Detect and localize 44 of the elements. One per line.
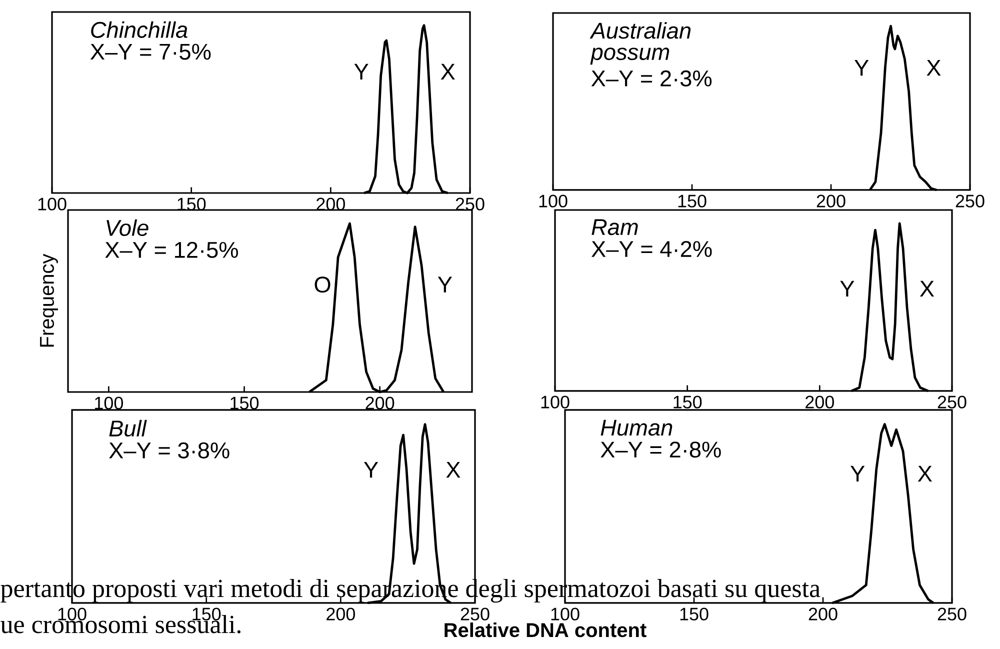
x-tick-label: 250 (938, 396, 966, 408)
annotation: Y (840, 280, 854, 297)
x-tick-label: 250 (460, 608, 490, 620)
text: X–Y = 7·5% (90, 44, 211, 60)
x-tick-label: 100 (541, 396, 570, 408)
annotation: O (314, 276, 330, 293)
chart-title: Vole (106, 219, 148, 236)
x-tick-label: 200 (366, 396, 394, 410)
x-tick-label: 200 (816, 194, 846, 208)
text: X–Y = 2·3% (591, 70, 712, 86)
annotation: Y (438, 276, 452, 292)
x-tick-label: 200 (326, 608, 355, 620)
text: X–Y = 4·2% (592, 240, 712, 257)
x-tick-label: 100 (551, 608, 580, 620)
x-tick-label: 200 (808, 608, 838, 620)
x-tick-label: 150 (680, 608, 708, 620)
text: X–Y = 2·8% (600, 442, 721, 458)
annotation: X (446, 462, 460, 478)
annotation: X (918, 466, 932, 482)
annotation: X (440, 64, 455, 80)
x-axis-title: Relative DNA content (444, 622, 646, 638)
annotation: X (920, 280, 934, 297)
x-tick-label: 150 (678, 194, 706, 208)
x-tick-label: 150 (230, 396, 259, 410)
x-tick-label: 100 (539, 194, 568, 208)
y-axis-title: Frequency (40, 254, 58, 347)
annotation: Y (850, 466, 865, 482)
chart-title: Human (600, 420, 672, 436)
x-tick-label: 250 (956, 194, 984, 208)
x-tick-label: 250 (938, 608, 966, 620)
text: X–Y = 12·5% (105, 242, 238, 258)
chart-title: Bull (109, 420, 147, 437)
chart-title: Australian possum (590, 22, 691, 65)
annotation: Y (364, 462, 378, 478)
x-tick-label: 100 (38, 198, 66, 210)
chart-title: Ram (592, 219, 638, 236)
annotation: Y (854, 60, 869, 76)
x-tick-label: 100 (95, 396, 123, 410)
chart-title: Chinchilla (91, 21, 188, 38)
x-tick-label: 200 (806, 396, 834, 408)
x-tick-label: 150 (674, 396, 702, 408)
text: X–Y = 3·8% (109, 442, 230, 458)
annotation: X (926, 60, 941, 76)
annotation: Y (354, 64, 368, 80)
